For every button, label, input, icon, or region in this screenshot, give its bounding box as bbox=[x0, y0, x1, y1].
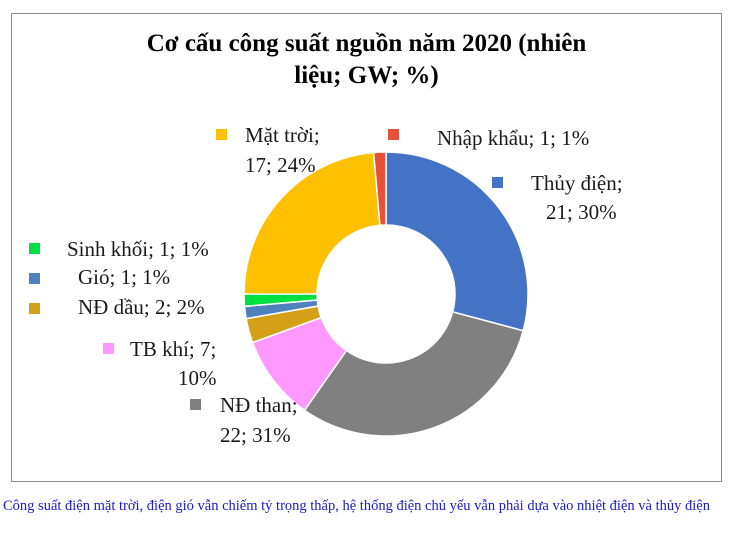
slice-label-mặt-trời-line-2: 17; 24% bbox=[245, 153, 316, 177]
legend-marker-nđ-than bbox=[190, 399, 201, 410]
slice-nhập-khẩu bbox=[372, 151, 387, 227]
slice-label-sinh-khối-line-1: Sinh khối; 1; 1% bbox=[67, 237, 209, 261]
slice-label-nđ-than-line-1: NĐ than; bbox=[220, 393, 298, 417]
slice-labels: Thủy điện; 21; 30% NĐ than; 22; 31% TB khí; … bbox=[29, 123, 623, 447]
slice-label-thủy-điện-line-2: 21; 30% bbox=[546, 200, 617, 224]
legend-marker-tb-khí bbox=[103, 343, 114, 354]
image-caption: Công suất điện mặt trời, điện gió vẫn ch… bbox=[3, 498, 710, 514]
slice-label-tb-khí-line-1: TB khí; 7; bbox=[130, 337, 216, 361]
chart-title: Cơ cấu công suất nguồn năm 2020 (nhiên l… bbox=[11, 28, 722, 92]
slice-thủy-điện bbox=[385, 151, 529, 332]
chart-title-line-1: Cơ cấu công suất nguồn năm 2020 (nhiên bbox=[146, 30, 587, 57]
slice-label-mặt-trời-line-1: Mặt trời; bbox=[245, 123, 320, 147]
slice-label-thủy-điện-line-1: Thủy điện; bbox=[531, 171, 623, 195]
chart-title-line-2: liệu; GW; %) bbox=[294, 62, 439, 89]
slice-label-nđ-dầu-line-1: NĐ dầu; 2; 2% bbox=[78, 295, 205, 319]
slice-label-nđ-than-line-2: 22; 31% bbox=[220, 423, 291, 447]
slice-label-tb-khí-line-2: 10% bbox=[178, 366, 217, 390]
legend-marker-sinh-khối bbox=[29, 243, 40, 254]
donut-slices bbox=[243, 151, 529, 437]
legend-marker-nhập-khẩu bbox=[388, 129, 399, 140]
legend-marker-mặt-trời bbox=[216, 129, 227, 140]
slice-nđ-than bbox=[303, 310, 525, 437]
slice-mặt-trời bbox=[243, 151, 381, 295]
slice-label-nhập-khẩu-line-1: Nhập khẩu; 1; 1% bbox=[437, 126, 589, 150]
legend-marker-thủy-điện bbox=[492, 177, 503, 188]
slice-label-gió-line-1: Gió; 1; 1% bbox=[78, 265, 170, 289]
legend-marker-nđ-dầu bbox=[29, 303, 40, 314]
legend-marker-gió bbox=[29, 273, 40, 284]
